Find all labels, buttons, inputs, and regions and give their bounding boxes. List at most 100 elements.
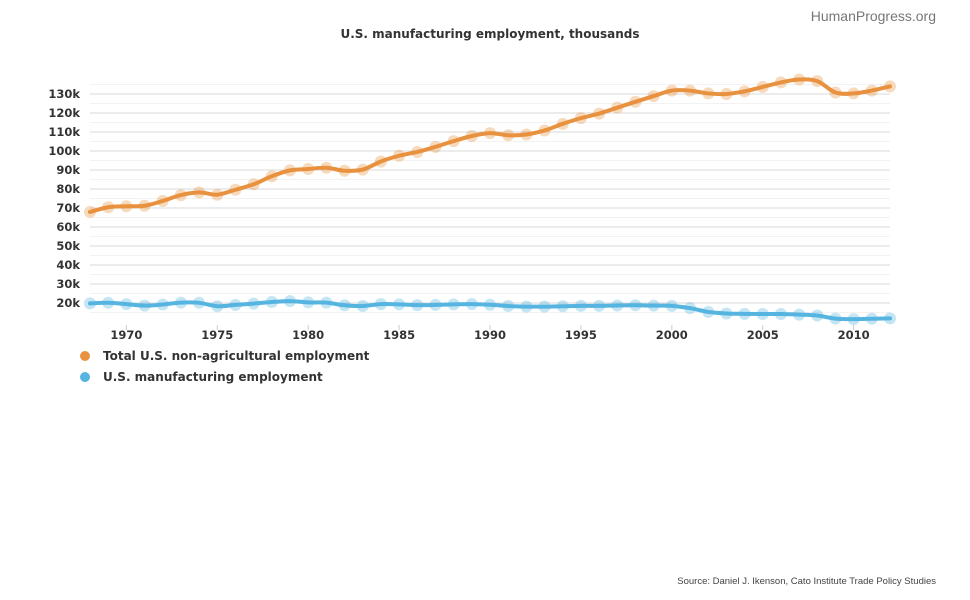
data-point[interactable] (611, 101, 624, 114)
data-point[interactable] (138, 199, 151, 212)
data-point[interactable] (774, 76, 787, 89)
data-point[interactable] (84, 205, 96, 218)
data-point[interactable] (629, 299, 642, 312)
data-point[interactable] (629, 95, 642, 108)
data-point[interactable] (302, 296, 315, 309)
data-point[interactable] (665, 84, 678, 97)
data-point[interactable] (156, 194, 169, 207)
data-point[interactable] (174, 189, 187, 202)
data-point[interactable] (120, 298, 133, 311)
brand-logo-text[interactable]: HumanProgress.org (810, 8, 936, 24)
data-point[interactable] (484, 298, 496, 311)
data-point[interactable] (193, 186, 206, 199)
data-point[interactable] (284, 295, 296, 308)
data-point[interactable] (247, 178, 260, 191)
data-point[interactable] (484, 127, 496, 140)
data-point[interactable] (520, 128, 533, 141)
data-point[interactable] (265, 170, 278, 183)
data-point[interactable] (465, 298, 478, 311)
data-point[interactable] (465, 129, 478, 142)
data-point[interactable] (302, 163, 315, 176)
data-point[interactable] (829, 312, 842, 325)
data-point[interactable] (374, 298, 387, 311)
y-tick-label: 50k (56, 239, 80, 253)
data-point[interactable] (320, 296, 333, 309)
data-point[interactable] (502, 129, 515, 142)
data-point[interactable] (447, 298, 460, 311)
data-point[interactable] (247, 297, 260, 310)
legend-item-manufacturing-employment[interactable]: U.S. manufacturing employment (80, 366, 369, 387)
data-point[interactable] (102, 296, 115, 309)
data-point[interactable] (774, 308, 787, 321)
data-point[interactable] (574, 299, 587, 312)
data-point[interactable] (356, 300, 369, 313)
data-point[interactable] (811, 75, 824, 88)
data-point[interactable] (265, 296, 278, 309)
data-point[interactable] (556, 117, 569, 130)
data-point[interactable] (720, 307, 733, 320)
legend-item-total-employment[interactable]: Total U.S. non-agricultural employment (80, 345, 369, 366)
data-point[interactable] (156, 298, 169, 311)
data-point[interactable] (174, 296, 187, 309)
data-point[interactable] (502, 300, 515, 313)
y-tick-label: 90k (56, 163, 80, 177)
data-point[interactable] (647, 90, 660, 103)
data-point[interactable] (320, 161, 333, 174)
data-point[interactable] (829, 86, 842, 99)
data-point[interactable] (647, 299, 660, 312)
data-point[interactable] (102, 201, 115, 214)
data-point[interactable] (811, 309, 824, 322)
data-point[interactable] (284, 164, 296, 177)
data-point[interactable] (702, 87, 715, 100)
data-point[interactable] (538, 124, 551, 137)
data-point[interactable] (847, 87, 860, 100)
data-point[interactable] (684, 302, 696, 315)
data-point[interactable] (393, 298, 406, 311)
y-axis: 20k 30k 40k 50k 60k 70k 80k 90k 100k 110k 120k 130k (48, 87, 80, 310)
data-point[interactable] (520, 300, 533, 313)
data-point[interactable] (120, 200, 133, 213)
data-point[interactable] (884, 312, 896, 325)
data-point[interactable] (793, 308, 806, 321)
data-point[interactable] (884, 80, 896, 93)
x-tick-label: 1975 (201, 328, 233, 342)
data-point[interactable] (756, 80, 769, 93)
data-point[interactable] (229, 183, 242, 196)
data-point[interactable] (865, 312, 878, 325)
data-point[interactable] (84, 297, 96, 310)
data-point[interactable] (338, 299, 351, 312)
data-point[interactable] (556, 300, 569, 313)
data-point[interactable] (338, 164, 351, 177)
data-point[interactable] (756, 308, 769, 321)
data-point[interactable] (411, 299, 424, 312)
data-point[interactable] (738, 85, 751, 98)
data-point[interactable] (574, 112, 587, 125)
data-point[interactable] (684, 84, 696, 97)
data-point[interactable] (665, 299, 678, 312)
data-point[interactable] (865, 84, 878, 97)
x-axis: 1970 1975 1980 1985 1990 1995 2000 2005 2010 (110, 325, 870, 342)
y-tick-label: 120k (48, 106, 80, 120)
data-point[interactable] (593, 299, 606, 312)
data-point[interactable] (211, 188, 224, 201)
data-point[interactable] (611, 299, 624, 312)
data-point[interactable] (393, 149, 406, 162)
data-point[interactable] (702, 305, 715, 318)
data-point[interactable] (593, 107, 606, 120)
data-point[interactable] (538, 300, 551, 313)
data-point[interactable] (720, 88, 733, 100)
data-point[interactable] (356, 163, 369, 176)
data-point[interactable] (738, 307, 751, 320)
x-tick-label: 2010 (838, 328, 870, 342)
data-point[interactable] (429, 140, 442, 153)
data-point[interactable] (211, 300, 224, 313)
data-point[interactable] (429, 298, 442, 311)
data-point[interactable] (193, 296, 206, 309)
data-point[interactable] (374, 155, 387, 168)
data-point[interactable] (411, 145, 424, 158)
data-point[interactable] (447, 135, 460, 148)
data-point[interactable] (793, 73, 806, 86)
data-point[interactable] (138, 299, 151, 312)
data-point[interactable] (229, 298, 242, 311)
data-point[interactable] (847, 313, 860, 326)
